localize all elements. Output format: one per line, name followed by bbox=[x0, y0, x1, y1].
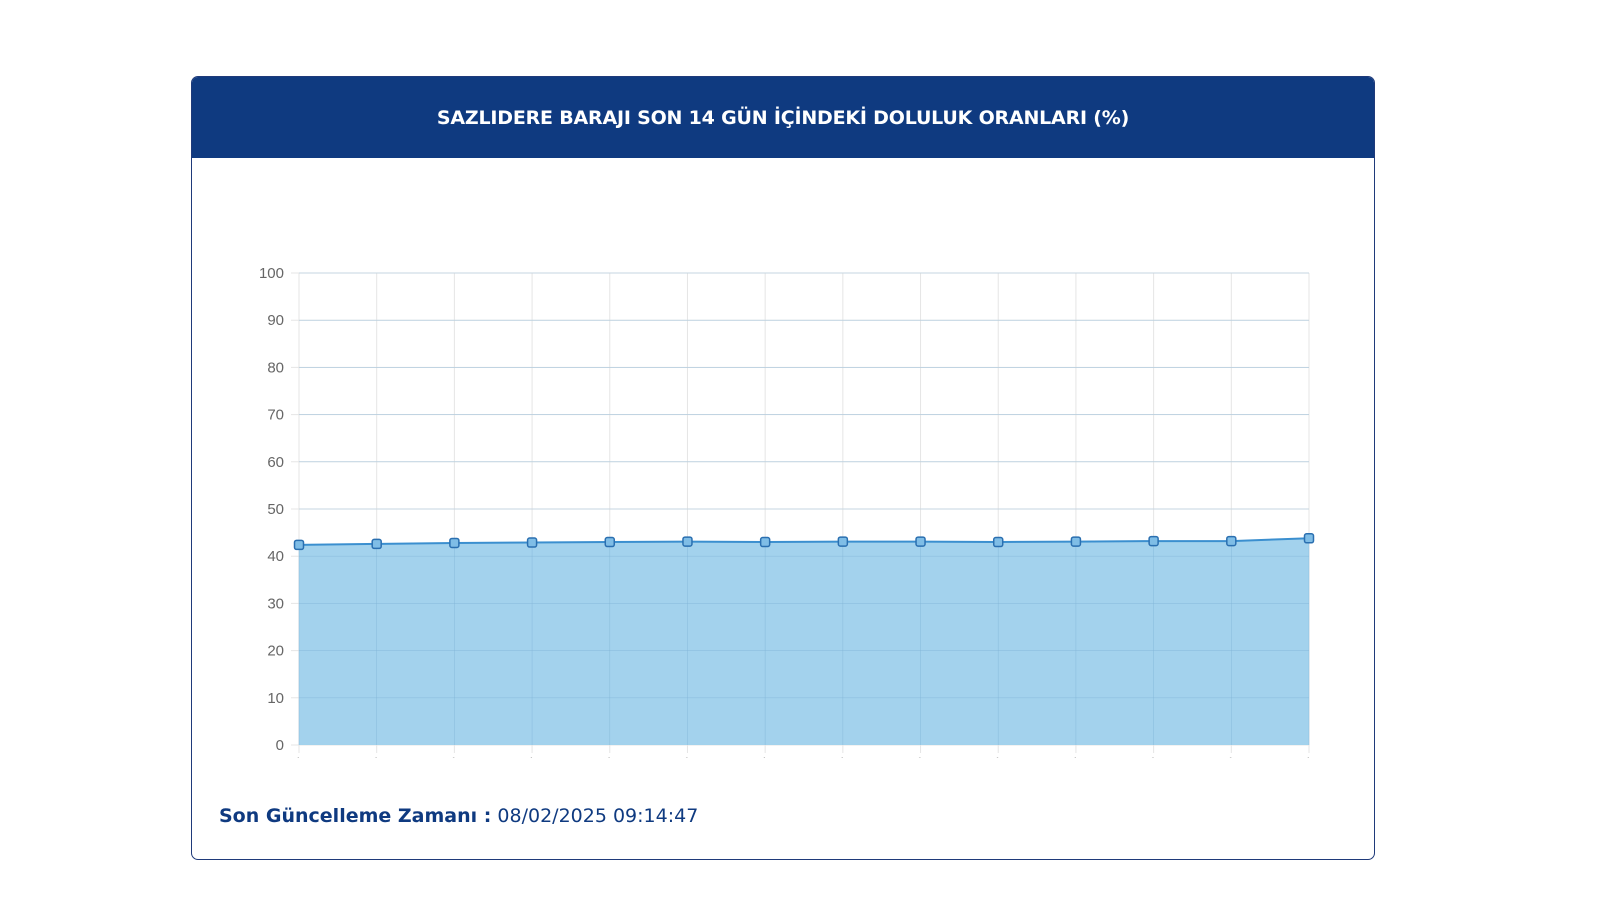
x-tick-label: 26.01.2025 bbox=[227, 755, 304, 758]
data-point bbox=[1070, 536, 1082, 547]
x-tick-label: 31.01.2025 bbox=[616, 755, 693, 758]
chart-title: SAZLIDERE BARAJI SON 14 GÜN İÇİNDEKİ DOL… bbox=[436, 106, 1130, 129]
x-tick-label: 02.02.2025 bbox=[771, 755, 848, 758]
y-tick-label: 10 bbox=[267, 690, 284, 707]
y-tick-label: 0 bbox=[276, 737, 284, 754]
data-point bbox=[837, 536, 849, 547]
y-tick-label: 60 bbox=[267, 454, 284, 471]
x-tick-label: 30.01.2025 bbox=[538, 755, 615, 758]
data-point bbox=[759, 536, 771, 548]
y-tick-label: 100 bbox=[259, 265, 284, 282]
y-tick-label: 70 bbox=[267, 407, 284, 424]
x-tick-label: 29.01.2025 bbox=[460, 755, 537, 758]
x-tick-label: 01.02.2025 bbox=[694, 755, 771, 758]
last-update-label: Son Güncelleme Zamanı : bbox=[219, 805, 492, 827]
data-point bbox=[1303, 533, 1315, 544]
x-tick-label: 07.02.2025 bbox=[1160, 755, 1237, 758]
data-point bbox=[526, 537, 538, 548]
x-tick-label: 05.02.2025 bbox=[1004, 755, 1081, 758]
y-tick-label: 40 bbox=[267, 548, 284, 565]
data-point bbox=[1148, 535, 1159, 547]
x-tick-label: 04.02.2025 bbox=[927, 755, 1004, 758]
y-tick-label: 50 bbox=[267, 501, 284, 518]
series-line bbox=[298, 537, 1310, 546]
last-update-value: 08/02/2025 09:14:47 bbox=[497, 805, 699, 827]
data-point bbox=[682, 536, 693, 547]
x-tick-label: 28.01.2025 bbox=[383, 755, 460, 758]
x-tick-label: 06.02.2025 bbox=[1082, 755, 1159, 758]
data-point bbox=[371, 538, 382, 550]
chart-card: SAZLIDERE BARAJI SON 14 GÜN İÇİNDEKİ DOL… bbox=[191, 76, 1375, 860]
last-update: Son Güncelleme Zamanı : 08/02/2025 09:14… bbox=[219, 805, 698, 827]
x-tick-label: 03.02.2025 bbox=[849, 755, 926, 758]
y-tick-label: 30 bbox=[267, 595, 284, 612]
data-point bbox=[604, 536, 616, 548]
chart-area: 0 10 20 30 40 50 60 70 80 90 100 26.01.202527.01.20… bbox=[192, 158, 1374, 758]
y-tick-label: 20 bbox=[267, 643, 284, 660]
card-header: SAZLIDERE BARAJI SON 14 GÜN İÇİNDEKİ DOL… bbox=[192, 77, 1374, 158]
data-point bbox=[992, 536, 1004, 548]
y-tick-label: 80 bbox=[267, 359, 284, 376]
fill-rate-chart: 0 10 20 30 40 50 60 70 80 90 100 26.01.202527.01.20… bbox=[227, 265, 1315, 758]
data-point bbox=[449, 537, 460, 549]
data-point bbox=[1226, 535, 1237, 547]
y-tick-label: 90 bbox=[267, 312, 284, 329]
data-point bbox=[293, 539, 305, 551]
area-fill bbox=[299, 538, 1309, 745]
x-tick-label: 08.02.2025 bbox=[1237, 755, 1314, 758]
x-tick-label: 27.01.2025 bbox=[305, 755, 382, 758]
data-point bbox=[915, 536, 926, 547]
